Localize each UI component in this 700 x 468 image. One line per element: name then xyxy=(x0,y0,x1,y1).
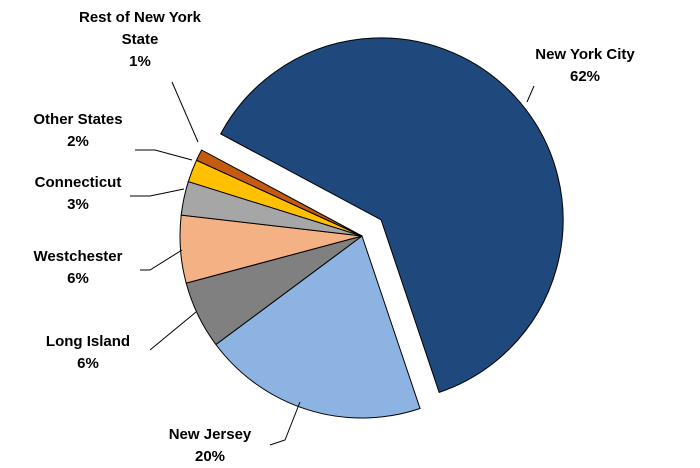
leader-line xyxy=(171,81,199,143)
category-label: Westchester xyxy=(33,248,123,265)
percent-label: 1% xyxy=(129,53,151,70)
pie xyxy=(179,37,564,419)
percent-label: 6% xyxy=(67,270,89,287)
slice-label: Connecticut 3% xyxy=(18,172,138,216)
category-label: Connecticut xyxy=(34,174,122,191)
slice-label: New York City 62% xyxy=(525,44,645,88)
pie-slice xyxy=(195,149,363,237)
category-label: New Jersey xyxy=(168,426,252,443)
percent-label: 2% xyxy=(67,133,89,150)
leader-line xyxy=(269,401,301,446)
leader-line xyxy=(135,149,193,161)
percent-label: 62% xyxy=(569,68,601,85)
percent-label: 6% xyxy=(77,355,99,372)
percent-label: 3% xyxy=(67,196,89,213)
leader-line xyxy=(526,85,535,103)
slice-label: Other States 2% xyxy=(13,109,143,153)
category-label: Long Island xyxy=(45,333,131,350)
leader-lines xyxy=(130,81,535,446)
category-label: New York City xyxy=(535,46,635,63)
category-label: Other States xyxy=(33,111,123,128)
leader-line xyxy=(140,249,183,271)
pie-slice xyxy=(220,37,564,393)
percent-label: 20% xyxy=(194,448,226,465)
slice-label: Rest of New York State 1% xyxy=(70,7,210,73)
leader-line xyxy=(149,311,197,351)
slice-label: New Jersey 20% xyxy=(150,424,270,468)
slice-label: Long Island 6% xyxy=(28,331,148,375)
pie-slice xyxy=(215,235,421,419)
leader-line xyxy=(130,188,185,197)
category-label: Rest of New York State xyxy=(79,9,201,48)
slice-label: Westchester 6% xyxy=(18,246,138,290)
